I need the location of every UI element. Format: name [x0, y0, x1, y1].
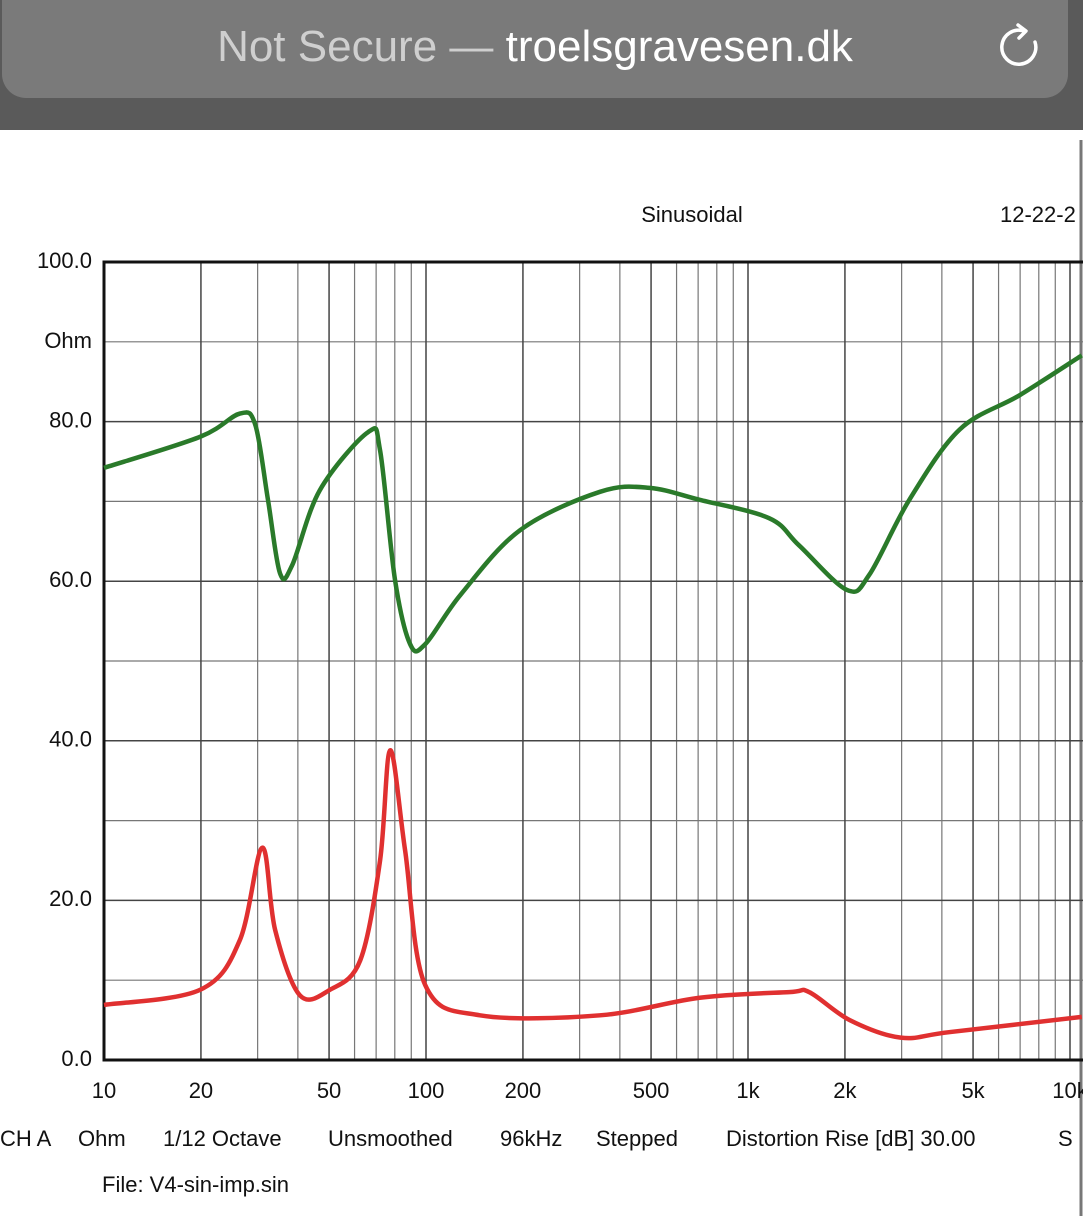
x-tick-label: 10k: [1052, 1078, 1083, 1103]
x-tick-label: 50: [317, 1078, 341, 1103]
y-tick-label: 80.0: [49, 407, 92, 432]
reload-button[interactable]: [994, 22, 1044, 72]
footer-item: 96kHz: [500, 1126, 562, 1151]
footer-item: Distortion Rise [dB] 30.00: [726, 1126, 975, 1151]
y-tick-label: 40.0: [49, 727, 92, 752]
y-tick-label: 20.0: [49, 886, 92, 911]
chart: Sinusoidal 12-22-2 Ohm File: V4-sin-imp.…: [0, 140, 1083, 1216]
series-line: [103, 353, 1083, 654]
plot-frame: [102, 260, 1083, 1062]
x-tick-label: 1k: [736, 1078, 760, 1103]
series-line: [103, 748, 1083, 1041]
y-tick-label: 100.0: [37, 248, 92, 273]
file-name: File: V4-sin-imp.sin: [102, 1172, 289, 1197]
url-text: Not Secure — troelsgravesen.dk: [2, 22, 1068, 72]
y-tick-label: 60.0: [49, 567, 92, 592]
x-tick-label: 10: [92, 1078, 116, 1103]
x-tick-label: 100: [408, 1078, 445, 1103]
y-tick-label: 0.0: [61, 1046, 92, 1071]
footer-item: 1/12 Octave: [163, 1126, 282, 1151]
footer-item: Stepped: [596, 1126, 678, 1151]
y-axis-label: Ohm: [44, 328, 92, 353]
x-tick-label: 500: [633, 1078, 670, 1103]
x-tick-label: 200: [505, 1078, 542, 1103]
x-tick-label: 2k: [833, 1078, 857, 1103]
chart-date: 12-22-2: [1000, 202, 1076, 227]
browser-bar: Not Secure — troelsgravesen.dk: [0, 0, 1083, 130]
footer-item: Ohm: [78, 1126, 126, 1151]
footer-item: S: [1058, 1126, 1073, 1151]
footer-item: Unsmoothed: [328, 1126, 453, 1151]
address-bar[interactable]: Not Secure — troelsgravesen.dk: [2, 0, 1068, 98]
x-tick-label: 5k: [961, 1078, 985, 1103]
chart-title: Sinusoidal: [641, 202, 743, 227]
url: troelsgravesen.dk: [505, 22, 853, 71]
footer-item: CH A: [0, 1126, 52, 1151]
security-label: Not Secure —: [217, 22, 494, 71]
x-tick-label: 20: [189, 1078, 213, 1103]
